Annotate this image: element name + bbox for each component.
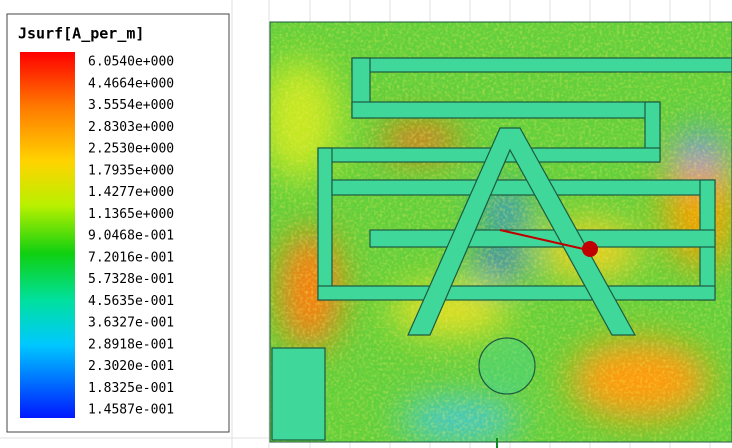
legend: Jsurf[A_per_m] 6.0540e+000 4.4664e+000 3.5… bbox=[7, 14, 229, 432]
legend-label: 4.4664e+000 bbox=[88, 76, 174, 91]
legend-label: 2.8918e-001 bbox=[88, 337, 174, 352]
legend-label: 2.3020e-001 bbox=[88, 359, 174, 374]
legend-label: 4.5635e-001 bbox=[88, 294, 174, 309]
legend-label: 1.4587e-001 bbox=[88, 403, 174, 418]
legend-label: 1.8325e-001 bbox=[88, 381, 174, 396]
legend-label: 3.5554e+000 bbox=[88, 98, 174, 113]
legend-label: 1.1365e+000 bbox=[88, 207, 174, 222]
legend-label: 1.4277e+000 bbox=[88, 185, 174, 200]
legend-title: Jsurf[A_per_m] bbox=[18, 25, 144, 43]
legend-label: 3.6327e-001 bbox=[88, 316, 174, 331]
legend-label: 9.0468e-001 bbox=[88, 229, 174, 244]
legend-label: 2.2530e+000 bbox=[88, 142, 174, 157]
legend-label: 2.8303e+000 bbox=[88, 120, 174, 135]
legend-label: 1.7935e+000 bbox=[88, 163, 174, 178]
legend-label: 7.2016e-001 bbox=[88, 250, 174, 265]
legend-label: 5.7328e-001 bbox=[88, 272, 174, 287]
color-bar bbox=[20, 52, 75, 418]
legend-label: 6.0540e+000 bbox=[88, 55, 174, 70]
field-plot-view: Jsurf[A_per_m] 6.0540e+000 4.4664e+000 3.5… bbox=[0, 0, 732, 448]
